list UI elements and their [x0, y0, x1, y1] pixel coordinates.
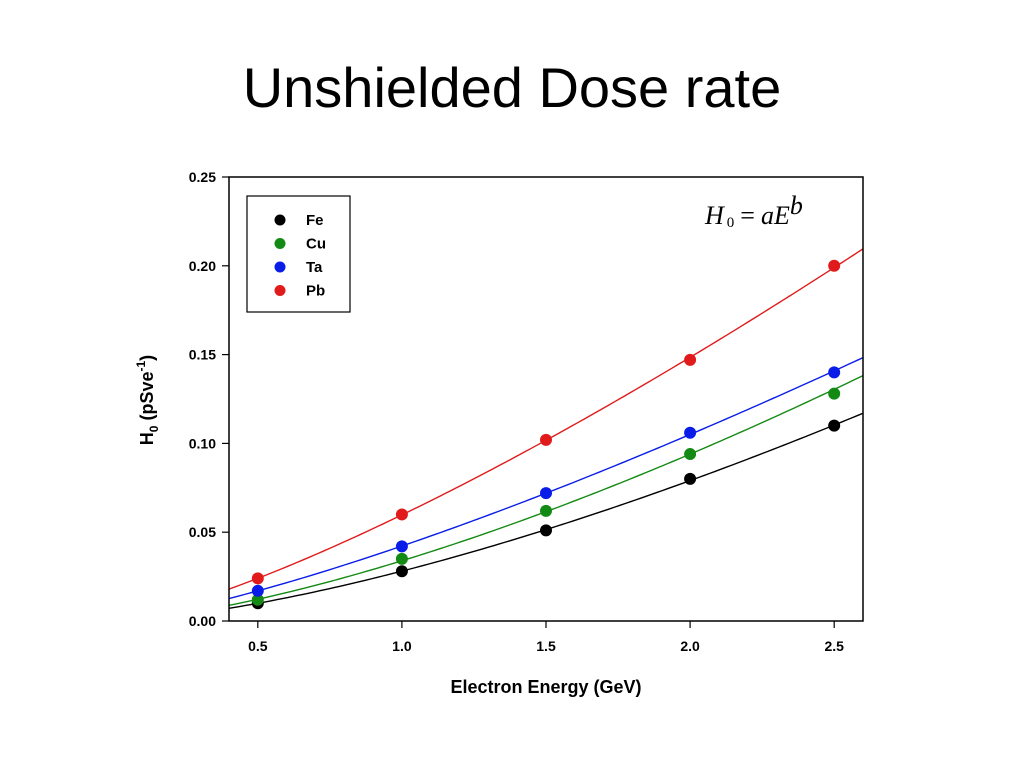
- y-tick-label: 0.20: [189, 258, 216, 274]
- point-cu: [540, 504, 552, 517]
- legend-box: [246, 195, 351, 313]
- point-ta: [684, 426, 697, 439]
- fit-line-ta: [228, 356, 864, 600]
- equation-rhs: aE: [761, 201, 790, 230]
- x-tick-label: 2.5: [824, 638, 844, 654]
- legend: Fe Cu Ta Pb: [246, 195, 351, 313]
- x-axis-ticks: 0.5 1.0 1.5 2.0 2.5: [248, 621, 844, 654]
- point-cu: [395, 552, 408, 565]
- x-tick-label: 1.0: [392, 638, 412, 654]
- legend-marker-pb: [274, 285, 286, 296]
- point-pb: [684, 353, 697, 366]
- y-tick-label: 0.15: [189, 347, 216, 363]
- equation-lhs: H: [704, 201, 725, 230]
- y-axis-title: H0 (pSve-1): [134, 355, 161, 445]
- legend-marker-fe: [274, 214, 286, 226]
- y-axis-title-unit: (pSve: [137, 371, 157, 425]
- point-cu: [684, 448, 697, 461]
- y-axis-title-sup: -1: [134, 360, 148, 371]
- point-ta: [540, 487, 552, 500]
- y-tick-label: 0.10: [189, 435, 216, 451]
- x-tick-label: 0.5: [248, 638, 268, 654]
- x-axis-title: Electron Energy (GeV): [450, 677, 641, 697]
- point-fe: [540, 524, 552, 537]
- point-fe: [684, 472, 697, 485]
- legend-marker-cu: [274, 238, 286, 249]
- y-tick-label: 0.05: [189, 524, 216, 540]
- equation: H 0 = aEb: [704, 191, 803, 231]
- point-pb: [828, 259, 841, 272]
- equation-sub: 0: [727, 215, 735, 231]
- point-pb: [395, 508, 408, 521]
- y-tick-label: 0.25: [189, 169, 216, 185]
- data-points: [251, 259, 841, 610]
- point-pb: [540, 433, 552, 446]
- legend-label-pb: Pb: [306, 283, 325, 300]
- legend-label-cu: Cu: [306, 236, 326, 253]
- x-tick-label: 2.0: [680, 638, 700, 654]
- slide-title: Unshielded Dose rate: [242, 56, 782, 119]
- point-fe: [395, 565, 408, 578]
- legend-label-fe: Fe: [306, 212, 324, 229]
- x-tick-label: 1.5: [536, 638, 556, 654]
- y-axis-title-main: H: [137, 432, 157, 445]
- point-pb: [251, 572, 264, 585]
- point-ta: [251, 584, 264, 597]
- equation-op: =: [740, 201, 755, 230]
- y-tick-label: 0.00: [189, 613, 216, 629]
- legend-label-ta: Ta: [306, 259, 323, 276]
- y-axis-title-sub: 0: [147, 425, 161, 432]
- equation-exp: b: [790, 191, 803, 220]
- y-axis-title-close: ): [137, 355, 157, 361]
- legend-marker-ta: [274, 261, 286, 273]
- point-cu: [828, 387, 841, 400]
- y-axis-ticks: 0.00 0.05 0.10 0.15 0.20 0.25: [189, 169, 229, 629]
- point-cu: [251, 593, 264, 606]
- point-ta: [828, 366, 841, 379]
- point-fe: [828, 419, 841, 432]
- point-ta: [395, 540, 408, 553]
